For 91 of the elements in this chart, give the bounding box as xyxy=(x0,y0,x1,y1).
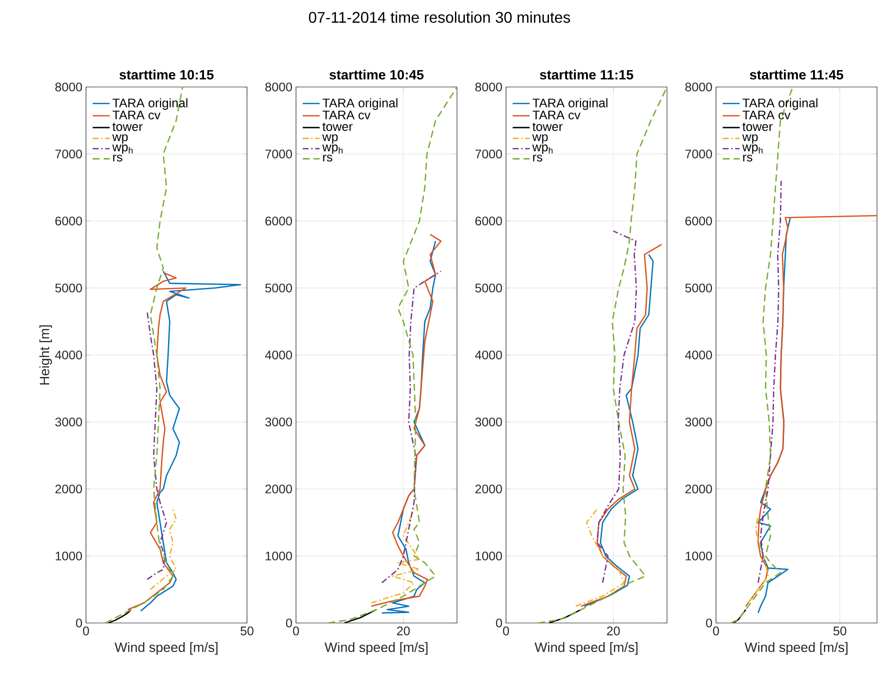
x-axis-title: Wind speed [m/s] xyxy=(534,642,638,655)
text: 07-11-2014 time resolution 30 minutes xyxy=(308,12,570,23)
y-tick-label: 2000 xyxy=(685,484,712,494)
chart-title: starttime 11:15 xyxy=(540,70,634,80)
y-tick-label: 6000 xyxy=(685,216,712,226)
y-tick-label: 2000 xyxy=(265,484,292,494)
y-tick-label: 1000 xyxy=(266,552,292,560)
y-tick-label: 7000 xyxy=(265,150,292,158)
line-series xyxy=(575,508,625,607)
legend-label: wp$_{h}$ xyxy=(112,144,133,154)
line-series xyxy=(745,214,878,607)
y-tick-label: 2000 xyxy=(475,484,502,494)
x-axis-title: Wind speed [m/s] xyxy=(744,642,848,655)
y-tick-label: 7000 xyxy=(55,150,82,158)
legend-label: wp xyxy=(322,134,338,144)
line-series xyxy=(146,310,168,580)
chart-title: starttime 11:45 xyxy=(750,70,844,80)
x-tick-label: 0 xyxy=(713,626,719,636)
x-tick-label: 20 xyxy=(397,626,410,636)
y-tick-label: 8000 xyxy=(265,82,292,92)
y-tick-label: 0 xyxy=(706,618,712,628)
y-tick-label: 5000 xyxy=(55,284,82,292)
line-series xyxy=(127,272,186,610)
legend-label: wp xyxy=(532,134,548,144)
line-series xyxy=(140,270,242,612)
y-tick-label: 3000 xyxy=(55,418,82,426)
legend-label: wp xyxy=(742,134,758,144)
chart-title: starttime 10:45 xyxy=(330,70,424,80)
y-tick-label: 2000 xyxy=(55,484,82,494)
y-tick-label: 7000 xyxy=(475,150,502,158)
y-tick-label: 3000 xyxy=(265,418,292,426)
legend-label: wp$_{h}$ xyxy=(322,144,343,154)
y-tick-label: 5000 xyxy=(475,284,502,292)
y-tick-label: 8000 xyxy=(475,82,502,92)
legend-label: rs xyxy=(113,154,122,162)
y-tick-label: 4000 xyxy=(475,350,502,360)
y-tick-label: 4000 xyxy=(685,350,712,360)
line-series xyxy=(584,254,654,607)
y-tick-label: 7000 xyxy=(685,150,712,158)
x-tick-label: 50 xyxy=(240,626,254,636)
x-tick-label: 0 xyxy=(293,626,299,636)
legend-label: TARA cv xyxy=(322,110,370,120)
legend-label: rs xyxy=(743,154,752,162)
y-tick-label: 6000 xyxy=(265,216,292,226)
legend-label: TARA cv xyxy=(532,110,580,120)
legend-label: TARA original xyxy=(532,98,608,110)
line-series xyxy=(580,244,662,607)
legend-label: tower xyxy=(532,122,563,131)
legend-label: tower xyxy=(322,122,353,131)
legend-label: TARA cv xyxy=(742,110,790,120)
y-tick-label: 4000 xyxy=(55,350,82,360)
line-series xyxy=(748,515,769,604)
y-tick-label: 0 xyxy=(76,618,82,628)
legend-label: TARA original xyxy=(112,98,188,110)
legend-label: wp$_{h}$ xyxy=(742,144,763,154)
x-tick-label: 0 xyxy=(503,626,509,636)
x-axis-title: Wind speed [m/s] xyxy=(114,642,218,655)
legend-label: rs xyxy=(533,154,542,162)
y-tick-label: 0 xyxy=(286,618,292,628)
x-tick-label: 0 xyxy=(83,626,89,636)
line-series xyxy=(596,230,638,584)
x-tick-label: 50 xyxy=(833,626,846,636)
legend-label: TARA cv xyxy=(112,110,160,120)
x-tick-label: 20 xyxy=(607,626,620,636)
chart-title: starttime 10:15 xyxy=(119,70,214,80)
legend-label: wp xyxy=(112,134,128,144)
x-axis-title: Wind speed [m/s] xyxy=(324,642,428,655)
y-tick-label: 1000 xyxy=(476,552,502,560)
y-tick-label: 6000 xyxy=(55,216,82,226)
y-tick-label: 8000 xyxy=(685,82,712,92)
y-tick-label: 4000 xyxy=(265,350,292,360)
y-tick-label: 1000 xyxy=(56,552,82,560)
y-tick-label: 6000 xyxy=(475,216,502,226)
line-series xyxy=(370,508,420,604)
y-tick-label: 8000 xyxy=(55,82,82,92)
legend-label: wp$_{h}$ xyxy=(532,144,553,154)
y-tick-label: 5000 xyxy=(685,284,712,292)
y-tick-label: 5000 xyxy=(265,284,292,292)
y-axis-title: Height [m] xyxy=(39,325,52,385)
y-tick-label: 0 xyxy=(496,618,502,628)
legend-label: tower xyxy=(112,122,143,131)
line-series xyxy=(381,270,442,584)
line-series xyxy=(108,608,132,623)
legend-label: rs xyxy=(323,154,332,162)
y-tick-label: 1000 xyxy=(686,552,712,560)
y-tick-label: 3000 xyxy=(685,418,712,426)
legend-label: tower xyxy=(742,122,773,131)
y-tick-label: 3000 xyxy=(475,418,502,426)
legend-label: TARA original xyxy=(322,98,398,110)
legend-label: TARA original xyxy=(742,98,818,110)
line-series xyxy=(150,508,177,590)
